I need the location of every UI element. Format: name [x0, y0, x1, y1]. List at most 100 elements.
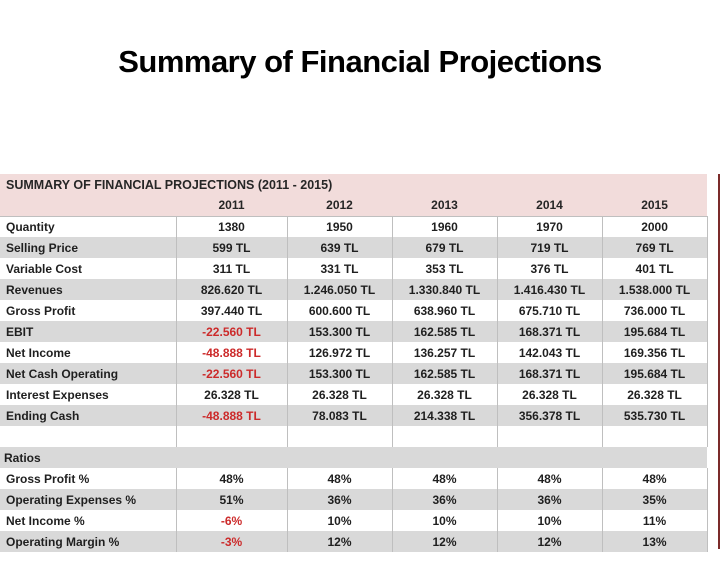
cell-value: 13%	[601, 531, 708, 552]
cell-value: 12%	[391, 531, 497, 552]
cell-value: 331 TL	[286, 258, 392, 279]
slide-right-edge-bar	[718, 174, 720, 549]
cell-value: 1.416.430 TL	[496, 279, 602, 300]
cell-value: -22.560 TL	[175, 321, 287, 342]
table-row: Net Income % -6% 10% 10% 10% 11%	[0, 510, 708, 531]
cell-value: 353 TL	[391, 258, 497, 279]
cell-value: 719 TL	[496, 237, 602, 258]
cell-value: 48%	[391, 468, 497, 489]
row-label: Gross Profit	[6, 303, 76, 318]
cell-value: 1.330.840 TL	[391, 279, 497, 300]
cell-value: 26.328 TL	[496, 384, 602, 405]
cell-value: 2000	[601, 216, 708, 237]
table-row: Gross Profit 397.440 TL 600.600 TL 638.960 …	[0, 300, 708, 321]
cell-value: 1.246.050 TL	[286, 279, 392, 300]
year-column-header: 2012	[287, 195, 392, 217]
cell-value: -6%	[175, 510, 287, 531]
cell-value: 153.300 TL	[286, 321, 392, 342]
row-label: Net Income %	[6, 513, 85, 528]
cell-value: 48%	[496, 468, 602, 489]
row-label: Revenues	[6, 282, 63, 297]
cell-value: 162.585 TL	[391, 321, 497, 342]
year-column-header: 2011	[176, 195, 287, 217]
cell-value: 397.440 TL	[175, 300, 287, 321]
year-column-header: 2014	[497, 195, 602, 217]
year-column-header: 2015	[602, 195, 708, 217]
table-header: SUMMARY OF FINANCIAL PROJECTIONS (2011 -…	[0, 174, 708, 195]
cell-value: 48%	[175, 468, 287, 489]
row-label: Variable Cost	[6, 261, 83, 276]
table-row: EBIT -22.560 TL 153.300 TL 162.585 TL 168.37…	[0, 321, 708, 342]
cell-value: 679 TL	[391, 237, 497, 258]
table-row: Gross Profit % 48% 48% 48% 48% 48%	[0, 468, 708, 489]
row-label: Quantity	[6, 219, 55, 234]
financial-projections-table: SUMMARY OF FINANCIAL PROJECTIONS (2011 -…	[0, 174, 708, 552]
table-row: Operating Margin % -3% 12% 12% 12% 13%	[0, 531, 708, 552]
row-label: Selling Price	[6, 240, 79, 255]
row-label: Operating Margin %	[6, 534, 120, 549]
row-label: Net Cash Operating	[6, 366, 119, 381]
cell-value: 48%	[601, 468, 708, 489]
cell-value: 675.710 TL	[496, 300, 602, 321]
row-label: Net Income	[6, 345, 71, 360]
cell-value: 356.378 TL	[496, 405, 602, 426]
cell-value: 600.600 TL	[286, 300, 392, 321]
year-header-row: 2011 2012 2013 2014 2015	[0, 195, 708, 217]
row-label: Ending Cash	[6, 408, 80, 423]
cell-value: -48.888 TL	[175, 405, 287, 426]
cell-value: 535.730 TL	[601, 405, 708, 426]
cell-value: 10%	[496, 510, 602, 531]
cell-value: 1950	[286, 216, 392, 237]
cell-value: 26.328 TL	[391, 384, 497, 405]
year-column-header: 2013	[392, 195, 497, 217]
table-row: Revenues 826.620 TL 1.246.050 TL 1.330.840 …	[0, 279, 708, 300]
cell-value: 1960	[391, 216, 497, 237]
table-row: Net Income -48.888 TL 126.972 TL 136.257 TL…	[0, 342, 708, 363]
cell-value: 35%	[601, 489, 708, 510]
cell-value: 169.356 TL	[601, 342, 708, 363]
cell-value: 36%	[286, 489, 392, 510]
cell-value: 638.960 TL	[391, 300, 497, 321]
cell-value: 78.083 TL	[286, 405, 392, 426]
cell-value: -22.560 TL	[175, 363, 287, 384]
table-row: Selling Price 599 TL 639 TL 679 TL 719 TL 769…	[0, 237, 708, 258]
cell-value: 195.684 TL	[601, 363, 708, 384]
cell-value: 26.328 TL	[601, 384, 708, 405]
row-label: Interest Expenses	[6, 387, 109, 402]
cell-value: 11%	[601, 510, 708, 531]
cell-value: 599 TL	[175, 237, 287, 258]
table-row: Quantity 1380 1950 1960 1970 2000	[0, 216, 708, 237]
cell-value: 401 TL	[601, 258, 708, 279]
cell-value: 10%	[286, 510, 392, 531]
table-row: Ending Cash -48.888 TL 78.083 TL 214.338 TL…	[0, 405, 708, 426]
row-label: Gross Profit %	[6, 471, 90, 486]
year-row-empty-cell	[0, 195, 176, 217]
cell-value: 142.043 TL	[496, 342, 602, 363]
table-row: Net Cash Operating -22.560 TL 153.300 TL 16…	[0, 363, 708, 384]
spacer-row	[0, 426, 708, 447]
cell-value: 311 TL	[175, 258, 287, 279]
cell-value: 48%	[286, 468, 392, 489]
cell-value: 10%	[391, 510, 497, 531]
cell-value: 1380	[175, 216, 287, 237]
ratios-section-row: Ratios	[0, 447, 708, 468]
cell-value: 639 TL	[286, 237, 392, 258]
cell-value: 826.620 TL	[175, 279, 287, 300]
table-row: Variable Cost 311 TL 331 TL 353 TL 376 TL 401…	[0, 258, 708, 279]
cell-value: 12%	[286, 531, 392, 552]
cell-value: 769 TL	[601, 237, 708, 258]
cell-value: 162.585 TL	[391, 363, 497, 384]
row-label: EBIT	[6, 324, 34, 339]
cell-value: 153.300 TL	[286, 363, 392, 384]
cell-value: 26.328 TL	[175, 384, 287, 405]
cell-value: 26.328 TL	[286, 384, 392, 405]
table-row: Interest Expenses 26.328 TL 26.328 TL 26.32…	[0, 384, 708, 405]
ratios-section-label: Ratios	[0, 447, 708, 468]
cell-value: 736.000 TL	[601, 300, 708, 321]
cell-value: 136.257 TL	[391, 342, 497, 363]
cell-value: 1970	[496, 216, 602, 237]
cell-value: 168.371 TL	[496, 321, 602, 342]
cell-value: 195.684 TL	[601, 321, 708, 342]
cell-value: 36%	[391, 489, 497, 510]
cell-value: 168.371 TL	[496, 363, 602, 384]
